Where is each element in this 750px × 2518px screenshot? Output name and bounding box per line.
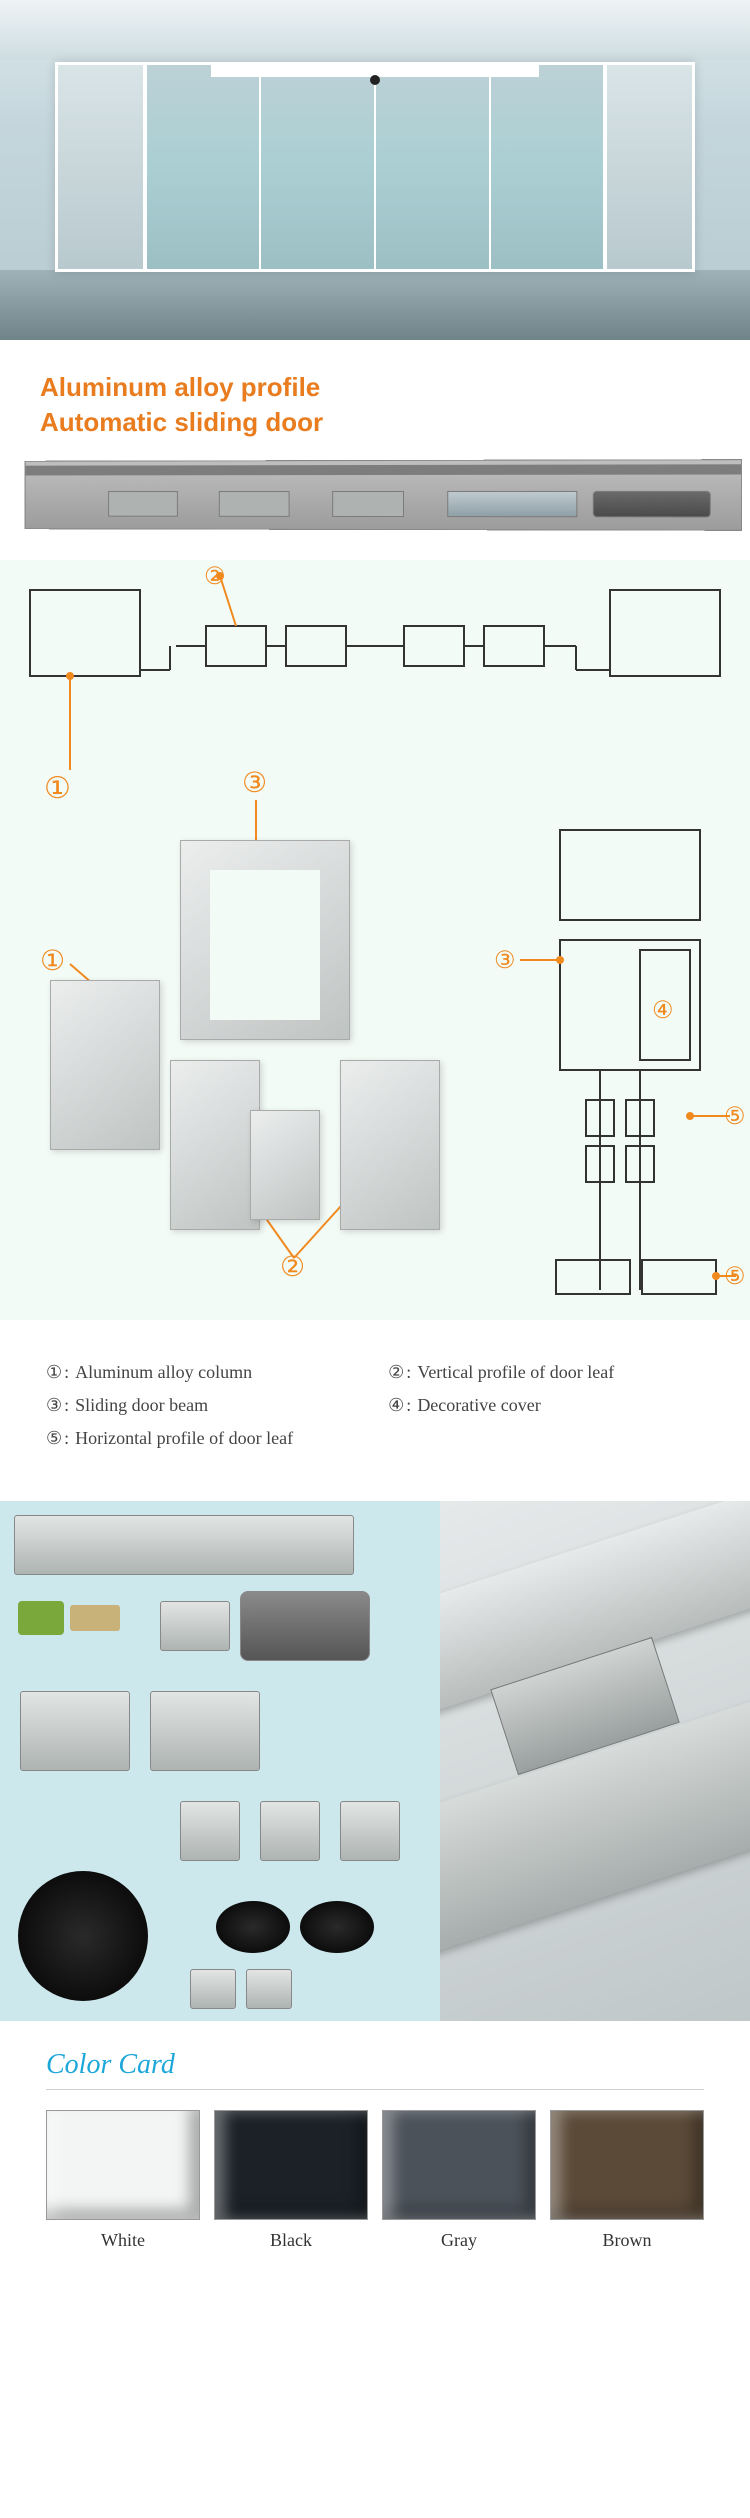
- swatch-white: White: [46, 2110, 200, 2251]
- legend-row: ③: Sliding door beam ④: Decorative cover: [46, 1395, 704, 1416]
- legend-num: ④: [388, 1395, 404, 1416]
- swatch-label: Gray: [382, 2230, 536, 2251]
- comp-hanger-a: [20, 1691, 130, 1771]
- comp-motor: [240, 1591, 370, 1661]
- legend-colon: :: [406, 1395, 411, 1416]
- part-column-1: [50, 980, 160, 1150]
- callout-5-right-a: ⑤: [724, 1104, 746, 1130]
- track-rail: [25, 459, 742, 531]
- swatch-chip: [382, 2110, 536, 2220]
- callout-2-top: ②: [204, 564, 226, 590]
- glass-pane: [376, 65, 491, 269]
- glass-pane: [261, 65, 376, 269]
- hero-ceiling: [0, 0, 750, 60]
- part-vertical-b: [340, 1060, 440, 1230]
- comp-bracket-a: [180, 1801, 240, 1861]
- legend-text: Aluminum alloy column: [75, 1362, 252, 1383]
- title-line-2: Automatic sliding door: [40, 407, 710, 438]
- comp-bracket-c: [340, 1801, 400, 1861]
- comp-belt-coil: [18, 1871, 148, 2001]
- callout-3-right: ③: [494, 948, 516, 974]
- comp-pack: [70, 1605, 120, 1631]
- legend-text: Decorative cover: [417, 1395, 540, 1416]
- title-line-1: Aluminum alloy profile: [40, 372, 710, 403]
- hero-floor: [0, 270, 750, 340]
- track-controller: [447, 491, 578, 517]
- legend-num: ②: [388, 1362, 404, 1383]
- comp-sensor-a: [216, 1901, 290, 1953]
- callout-3-photo: ③: [242, 768, 267, 799]
- legend-item-3: ③: Sliding door beam: [46, 1395, 388, 1416]
- legend-text: Horizontal profile of door leaf: [75, 1428, 293, 1449]
- part-horizontal: [250, 1110, 320, 1220]
- comp-battery: [18, 1601, 64, 1635]
- swatch-black: Black: [214, 2110, 368, 2251]
- hero-side-left: [58, 65, 147, 269]
- track-render: [0, 460, 750, 560]
- swatch-chip: [550, 2110, 704, 2220]
- components-right-photo: [440, 1501, 750, 2021]
- comp-sensor-b: [300, 1901, 374, 1953]
- legend-item-5: ⑤: Horizontal profile of door leaf: [46, 1428, 388, 1449]
- legend-row: ⑤: Horizontal profile of door leaf: [46, 1428, 704, 1449]
- legend-colon: :: [64, 1362, 69, 1383]
- swatch-gray: Gray: [382, 2110, 536, 2251]
- title-block: Aluminum alloy profile Automatic sliding…: [0, 340, 750, 460]
- swatch-brown: Brown: [550, 2110, 704, 2251]
- swatch-label: Brown: [550, 2230, 704, 2251]
- comp-controller: [14, 1515, 354, 1575]
- comp-hanger-b: [150, 1691, 260, 1771]
- track-hanger: [108, 491, 177, 517]
- legend-text: Vertical profile of door leaf: [417, 1362, 614, 1383]
- callout-4-right: ④: [652, 998, 674, 1024]
- track-hanger: [219, 491, 289, 517]
- legend-item-1: ①: Aluminum alloy column: [46, 1362, 388, 1383]
- color-card-section: Color Card White Black Gray Brown: [0, 2021, 750, 2297]
- color-card-divider: [46, 2089, 704, 2090]
- comp-clip-b: [246, 1969, 292, 2009]
- swatch-label: White: [46, 2230, 200, 2251]
- legend-num: ①: [46, 1362, 62, 1383]
- legend: ①: Aluminum alloy column ②: Vertical pro…: [0, 1320, 750, 1501]
- callout-1-top: ①: [44, 772, 71, 805]
- hero-photo: 欢 迎 光 临: [0, 0, 750, 340]
- legend-item-2: ②: Vertical profile of door leaf: [388, 1362, 704, 1383]
- swatch-chip: [214, 2110, 368, 2220]
- legend-colon: :: [64, 1428, 69, 1449]
- legend-text: Sliding door beam: [75, 1395, 208, 1416]
- comp-motor-mount: [160, 1601, 230, 1651]
- swatch-label: Black: [214, 2230, 368, 2251]
- legend-num: ③: [46, 1395, 62, 1416]
- legend-colon: :: [64, 1395, 69, 1416]
- components-left-photo: [0, 1501, 440, 2021]
- profile-parts-photo: [40, 830, 460, 1240]
- legend-item-4: ④: Decorative cover: [388, 1395, 704, 1416]
- hero-side-right: [603, 65, 692, 269]
- profile-diagram: ② ① ③ ④ ⑤: [0, 560, 750, 1320]
- callout-5-right-b: ⑤: [724, 1264, 746, 1290]
- part-beam-inner: [210, 870, 320, 1020]
- part-vertical-a: [170, 1060, 260, 1230]
- comp-bracket-b: [260, 1801, 320, 1861]
- color-card-title: Color Card: [46, 2049, 704, 2081]
- track-hanger: [332, 491, 403, 517]
- legend-row: ①: Aluminum alloy column ②: Vertical pro…: [46, 1362, 704, 1383]
- track-motor: [593, 491, 712, 518]
- color-swatches: White Black Gray Brown: [46, 2110, 704, 2251]
- hero-entrance: 欢 迎 光 临: [55, 62, 695, 272]
- hero-glass: 欢 迎 光 临: [147, 65, 604, 269]
- legend-num: ⑤: [46, 1428, 62, 1449]
- swatch-chip: [46, 2110, 200, 2220]
- comp-clip-a: [190, 1969, 236, 2009]
- glass-pane: [491, 65, 604, 269]
- glass-pane: [147, 65, 262, 269]
- components-row: [0, 1501, 750, 2021]
- door-sensor-icon: [370, 75, 380, 85]
- legend-colon: :: [406, 1362, 411, 1383]
